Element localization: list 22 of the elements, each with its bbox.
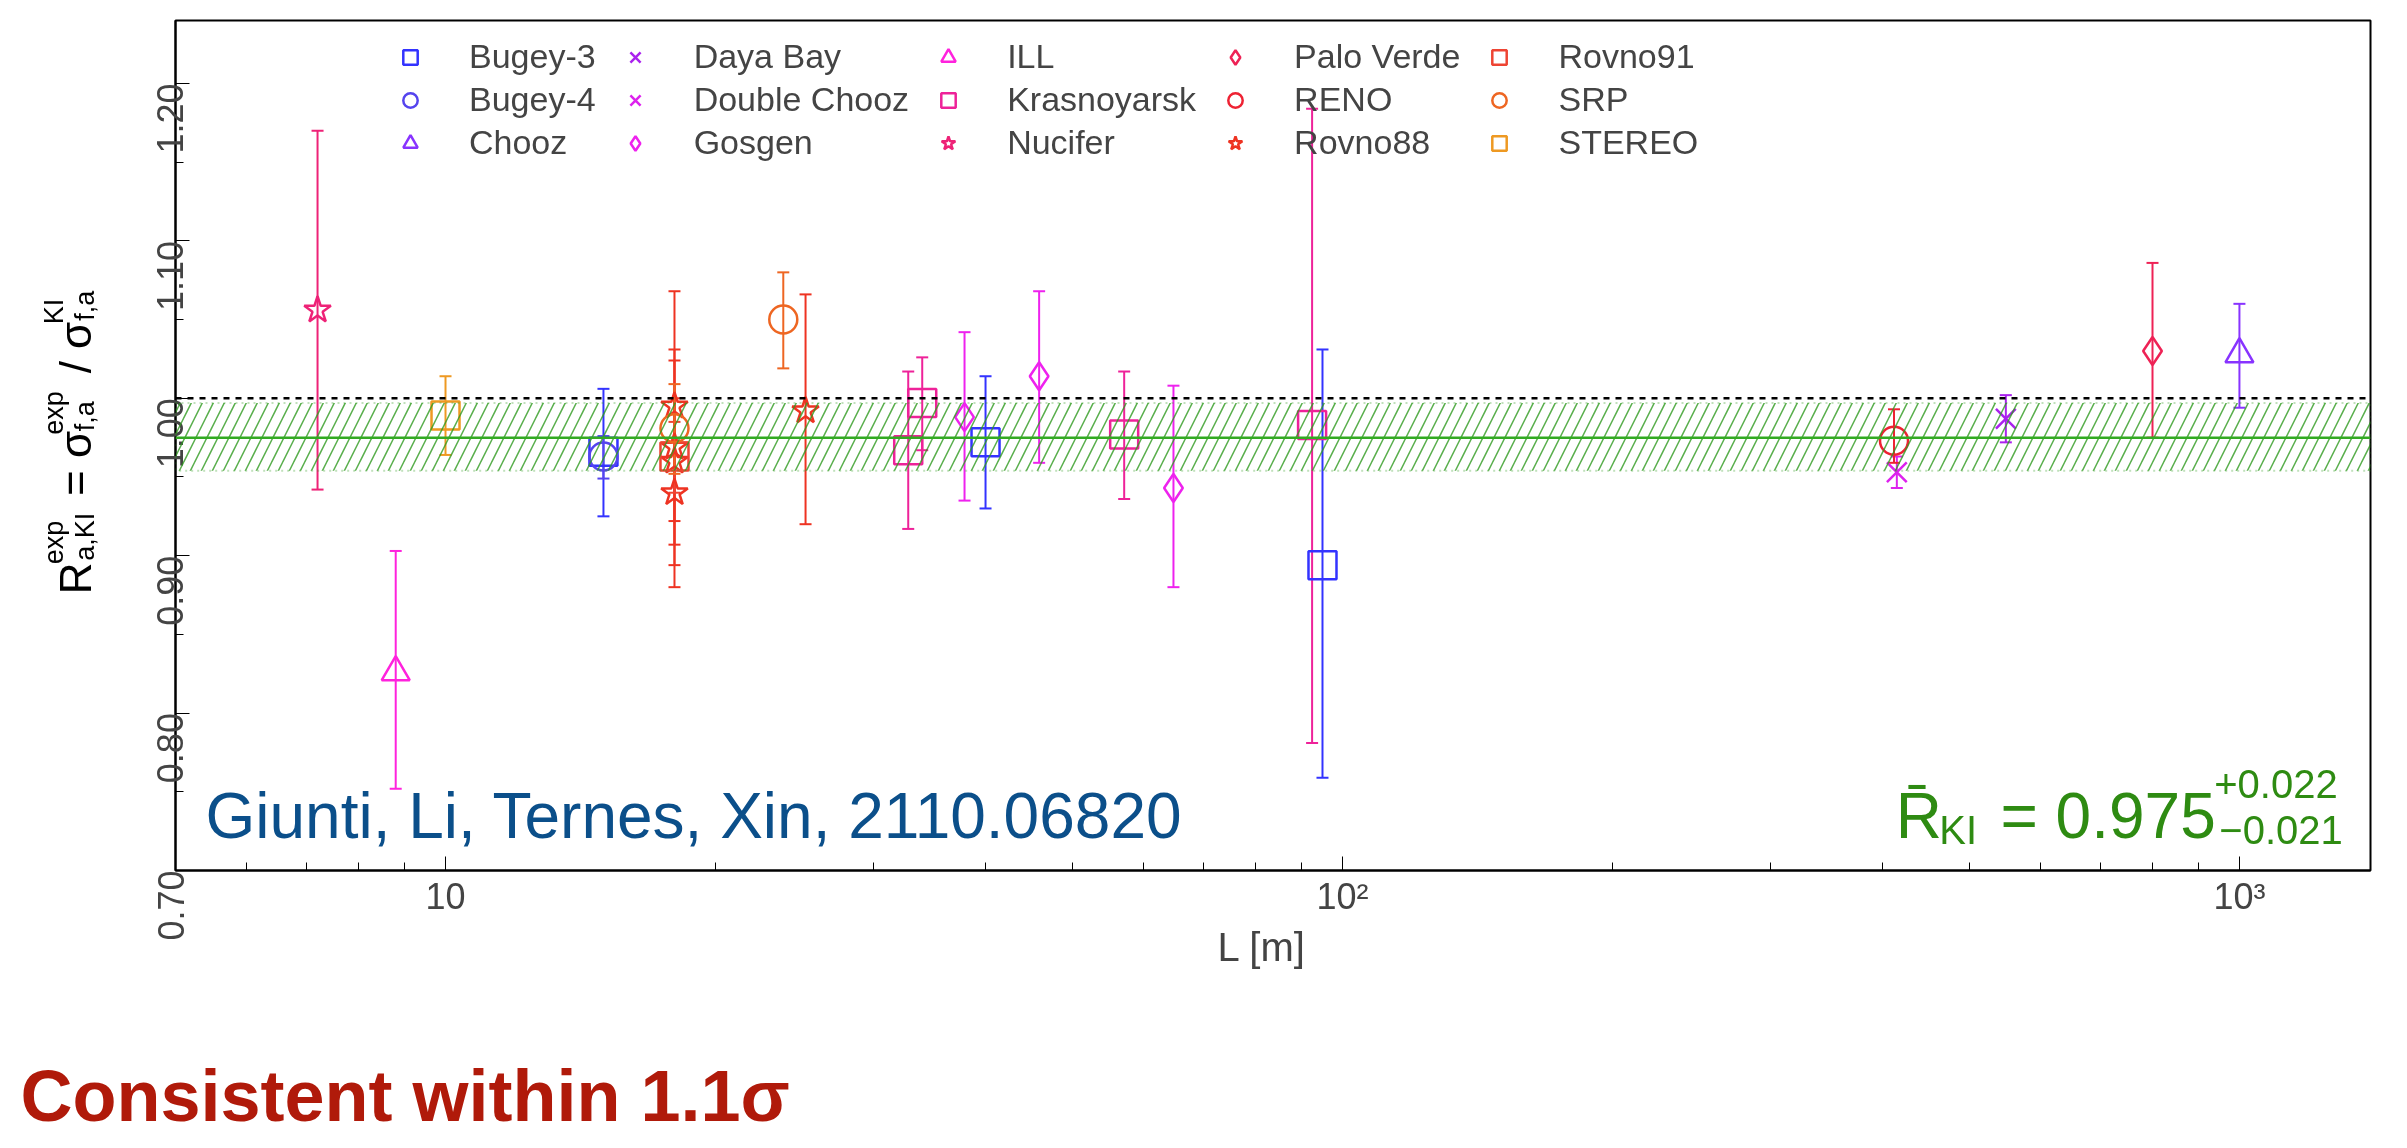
x-tick-label: 10³ (2213, 875, 2266, 917)
legend-label: Daya Bay (693, 37, 842, 76)
x-axis-title: L [m] (1217, 924, 1305, 969)
x-tick-label: 10 (425, 875, 466, 917)
text: Rexpa,KI = σexpf,a / σKIf,a (38, 290, 101, 595)
legend-label: Palo Verde (1294, 37, 1461, 76)
legend-label: Nucifer (1007, 123, 1115, 162)
text: Consistent within 1.1σ (20, 1055, 790, 1136)
legend-label: Bugey-3 (469, 37, 596, 76)
legend-label: Bugey-4 (469, 80, 596, 119)
legend-label: Double Chooz (693, 80, 910, 119)
legend-label: Chooz (469, 123, 568, 162)
legend-label: SRP (1558, 80, 1629, 119)
legend-label: ILL (1007, 37, 1055, 76)
legend-label: Krasnoyarsk (1007, 80, 1197, 119)
annotation: Giunti, Li, Ternes, Xin, 2110.06820 (205, 779, 1182, 852)
legend-label: Rovno91 (1558, 37, 1695, 76)
y-tick-label: 0.70 (150, 870, 192, 941)
legend-label: Gosgen (693, 123, 813, 162)
x-tick-label: 10² (1316, 875, 1369, 917)
legend-label: RENO (1294, 80, 1393, 119)
legend-label: STEREO (1558, 123, 1699, 162)
